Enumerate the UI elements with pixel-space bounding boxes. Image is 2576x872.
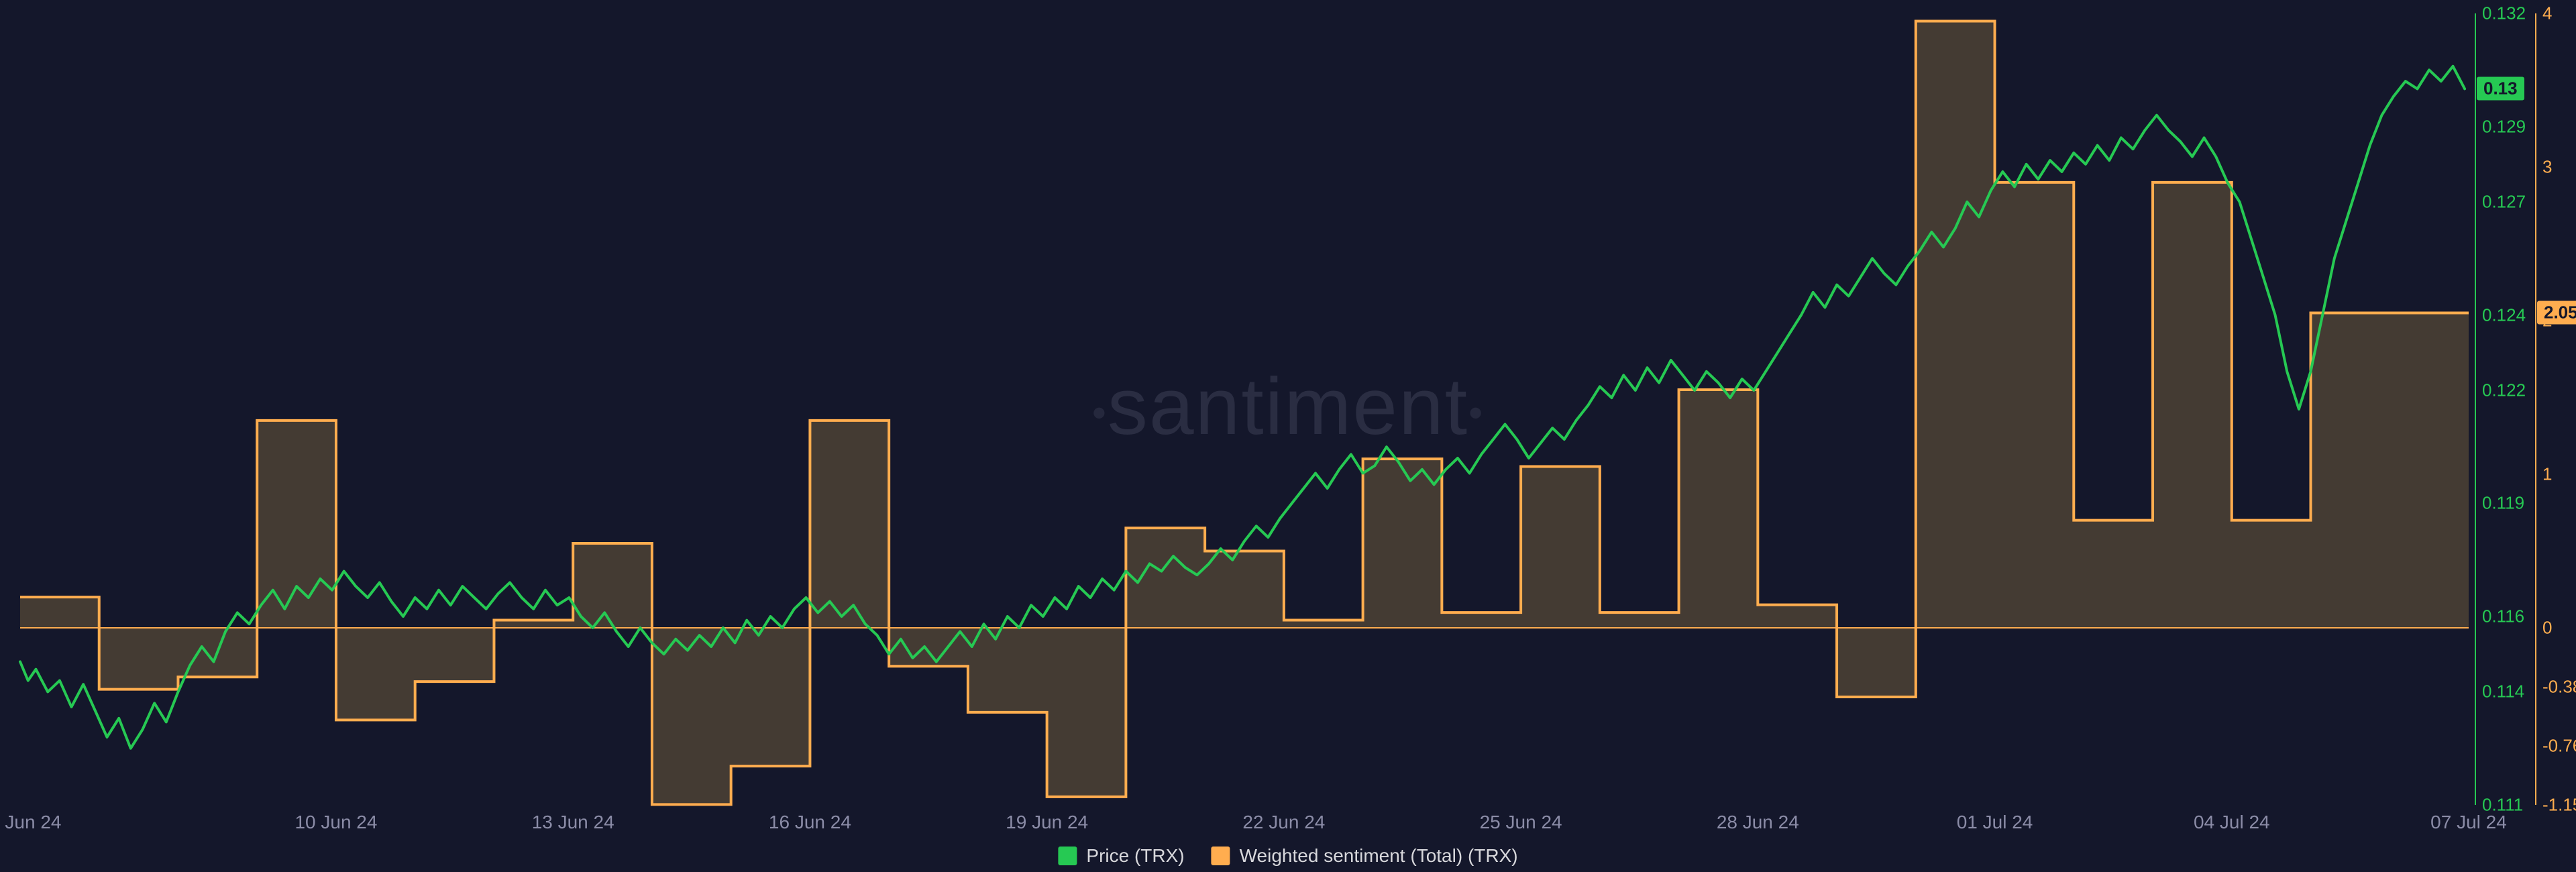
x-tick-label: 19 Jun 24 — [1006, 812, 1088, 833]
x-tick-label: 10 Jun 24 — [294, 812, 377, 833]
legend-item-price: Price (TRX) — [1058, 845, 1184, 867]
chart-svg — [0, 0, 2576, 872]
legend: Price (TRX) Weighted sentiment (Total) (… — [1058, 845, 1517, 867]
sentiment-fill — [20, 21, 2469, 804]
x-tick-label: 28 Jun 24 — [1717, 812, 1799, 833]
price-axis-tick: 0.114 — [2482, 682, 2524, 702]
sentiment-axis-tick: 0 — [2542, 617, 2552, 638]
price-axis-tick: 0.116 — [2482, 606, 2524, 627]
sentiment-axis-tick: -0.384 — [2542, 676, 2576, 697]
chart-container: •santiment• Price (TRX) Weighted sentime… — [0, 0, 2576, 872]
x-tick-label: 04 Jul 24 — [2194, 812, 2270, 833]
price-axis-tick: 0.111 — [2482, 795, 2523, 816]
price-axis-tick: 0.129 — [2482, 116, 2526, 137]
sentiment-axis-tick: 1 — [2542, 464, 2552, 484]
price-axis-tick: 0.119 — [2482, 493, 2524, 514]
legend-item-sentiment: Weighted sentiment (Total) (TRX) — [1212, 845, 1518, 867]
sentiment-axis-tick: 4 — [2542, 3, 2552, 24]
x-tick-label: 16 Jun 24 — [769, 812, 851, 833]
legend-swatch-sentiment — [1212, 847, 1230, 865]
sentiment-current-badge: 2.054 — [2537, 301, 2576, 324]
x-tick-label: 06 Jun 24 — [0, 812, 62, 833]
price-axis-tick: 0.127 — [2482, 191, 2526, 212]
price-axis-tick: 0.132 — [2482, 3, 2526, 24]
x-tick-label: 25 Jun 24 — [1480, 812, 1562, 833]
sentiment-axis-tick: 3 — [2542, 156, 2552, 177]
x-tick-label: 22 Jun 24 — [1242, 812, 1325, 833]
x-tick-label: 13 Jun 24 — [532, 812, 614, 833]
legend-swatch-price — [1058, 847, 1077, 865]
legend-label-sentiment: Weighted sentiment (Total) (TRX) — [1240, 845, 1518, 867]
price-current-badge: 0.13 — [2477, 77, 2524, 101]
price-axis-tick: 0.122 — [2482, 380, 2526, 400]
legend-label-price: Price (TRX) — [1086, 845, 1184, 867]
sentiment-axis-tick: -0.769 — [2542, 736, 2576, 757]
sentiment-axis-tick: -1.153 — [2542, 795, 2576, 816]
price-axis-tick: 0.124 — [2482, 305, 2526, 325]
x-tick-label: 01 Jul 24 — [1957, 812, 2033, 833]
